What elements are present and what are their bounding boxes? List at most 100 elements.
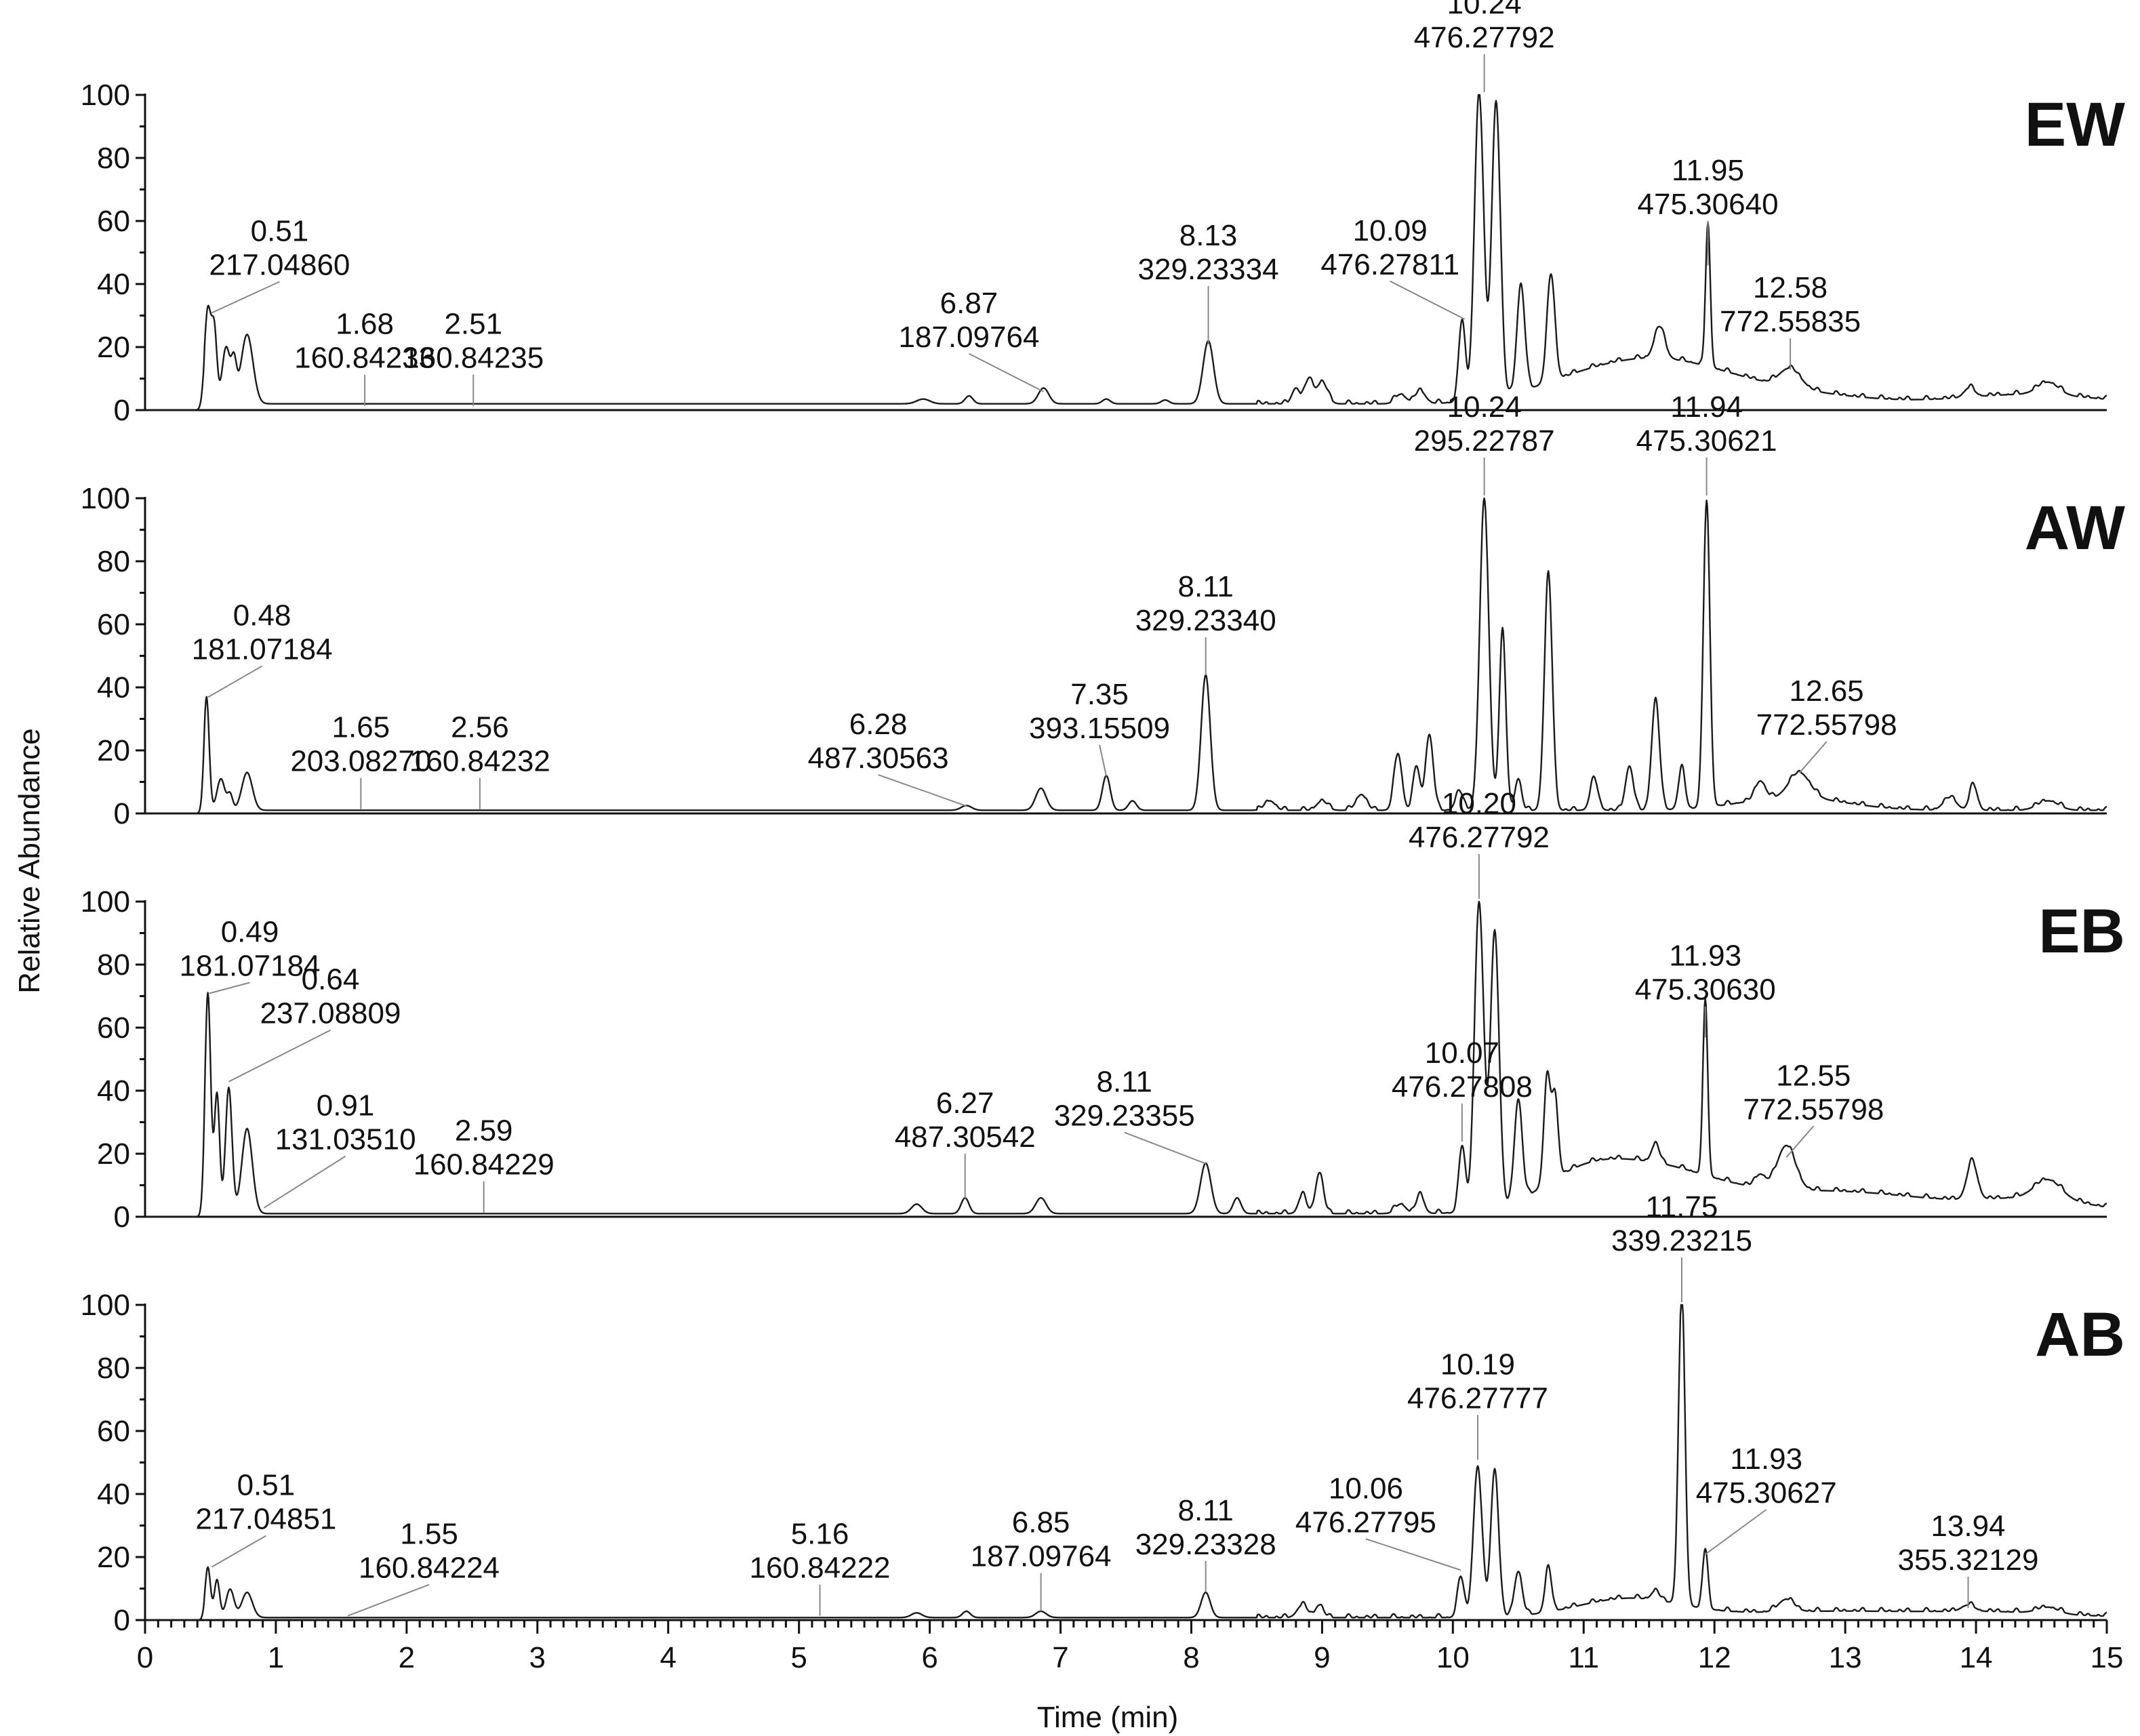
y-tick-label: 0	[114, 797, 130, 830]
y-tick-label: 80	[97, 1352, 130, 1385]
peak-leader-line	[1099, 744, 1108, 777]
peak-retention-time: 10.06	[1329, 1472, 1403, 1505]
peak-retention-time: 6.85	[1012, 1506, 1070, 1539]
x-tick-label: 3	[529, 1641, 546, 1674]
peak-retention-time: 8.13	[1179, 219, 1238, 252]
peak-retention-time: 2.56	[451, 711, 509, 744]
peak-mz: 355.32129	[1897, 1543, 2038, 1577]
peak-mz: 476.27808	[1392, 1070, 1533, 1104]
peak-retention-time: 11.95	[1672, 154, 1744, 187]
peak-mz: 181.07184	[192, 633, 333, 666]
y-tick-label: 80	[97, 948, 130, 982]
peak-leader-line	[1785, 1125, 1815, 1158]
peak-retention-time: 10.24	[1447, 0, 1522, 20]
y-tick-label: 100	[81, 79, 130, 112]
peak-mz: 160.84233	[294, 342, 435, 375]
peak-retention-time: 8.11	[1097, 1066, 1152, 1099]
y-tick-label: 100	[81, 1289, 130, 1322]
peak-retention-time: 0.64	[302, 963, 360, 996]
peak-mz: 203.08270	[290, 745, 431, 778]
x-tick-label: 7	[1052, 1641, 1068, 1674]
peak-mz: 476.27792	[1414, 21, 1555, 54]
peak-leader-line	[1124, 1131, 1207, 1165]
y-tick-label: 40	[97, 671, 130, 704]
peak-mz: 131.03510	[275, 1123, 416, 1156]
x-tick-label: 15	[2091, 1641, 2124, 1674]
peak-retention-time: 6.28	[849, 708, 908, 741]
x-axis: 0 1 2 3 4 5 6 7 8 9 10 11 12 13 14 15	[137, 1620, 2124, 1674]
peak-leader-line	[1705, 1509, 1767, 1555]
peak-retention-time: 6.27	[936, 1087, 994, 1120]
peak-mz: 160.84224	[359, 1552, 500, 1585]
peak-leader-line	[228, 1029, 331, 1083]
peak-retention-time: 0.91	[317, 1089, 375, 1123]
peak-mz: 772.55798	[1743, 1093, 1884, 1126]
x-axis-title: Time (min)	[1037, 1701, 1179, 1734]
peak-retention-time: 12.65	[1790, 674, 1864, 708]
peak-retention-time: 11.94	[1670, 390, 1743, 424]
peak-mz: 487.30542	[895, 1121, 1036, 1154]
peak-mz: 329.23328	[1135, 1528, 1276, 1561]
y-axis-title: Relative Abundance	[13, 728, 46, 993]
y-tick-label: 80	[97, 545, 130, 578]
y-tick-label: 20	[97, 734, 130, 767]
peak-mz: 476.27811	[1320, 248, 1459, 281]
peak-retention-time: 5.16	[791, 1518, 849, 1551]
peak-retention-time: 10.19	[1440, 1348, 1515, 1381]
panel-label: EB	[2038, 897, 2125, 966]
y-tick-label: 60	[97, 1011, 130, 1045]
peak-retention-time: 0.49	[221, 916, 279, 949]
peak-mz: 160.84235	[403, 342, 544, 375]
x-tick-label: 0	[137, 1641, 153, 1674]
peak-leader-line	[1798, 741, 1828, 773]
y-tick-label: 20	[97, 1541, 130, 1574]
peak-retention-time: 1.55	[400, 1518, 458, 1551]
panel-label: AW	[2025, 493, 2125, 563]
peak-mz: 475.30630	[1635, 973, 1776, 1007]
peak-retention-time: 8.11	[1178, 1494, 1234, 1527]
x-tick-label: 6	[921, 1641, 937, 1674]
peak-retention-time: 8.11	[1178, 570, 1234, 603]
peak-retention-time: 11.93	[1669, 940, 1741, 973]
peak-leader-line	[347, 1583, 430, 1617]
peak-mz: 160.84229	[413, 1148, 554, 1182]
trace-eb	[144, 900, 2107, 1218]
trace-ab	[144, 1304, 2107, 1621]
peak-retention-time: 12.58	[1753, 271, 1828, 304]
x-tick-label: 9	[1314, 1641, 1330, 1674]
peak-retention-time: 10.09	[1353, 214, 1428, 247]
x-tick-label: 4	[660, 1641, 676, 1674]
peak-mz: 476.27792	[1409, 821, 1550, 854]
y-tick-label: 40	[97, 1074, 130, 1108]
peak-mz: 475.30640	[1638, 188, 1779, 221]
peak-mz: 187.09764	[898, 321, 1039, 354]
y-tick-label: 60	[97, 205, 130, 238]
